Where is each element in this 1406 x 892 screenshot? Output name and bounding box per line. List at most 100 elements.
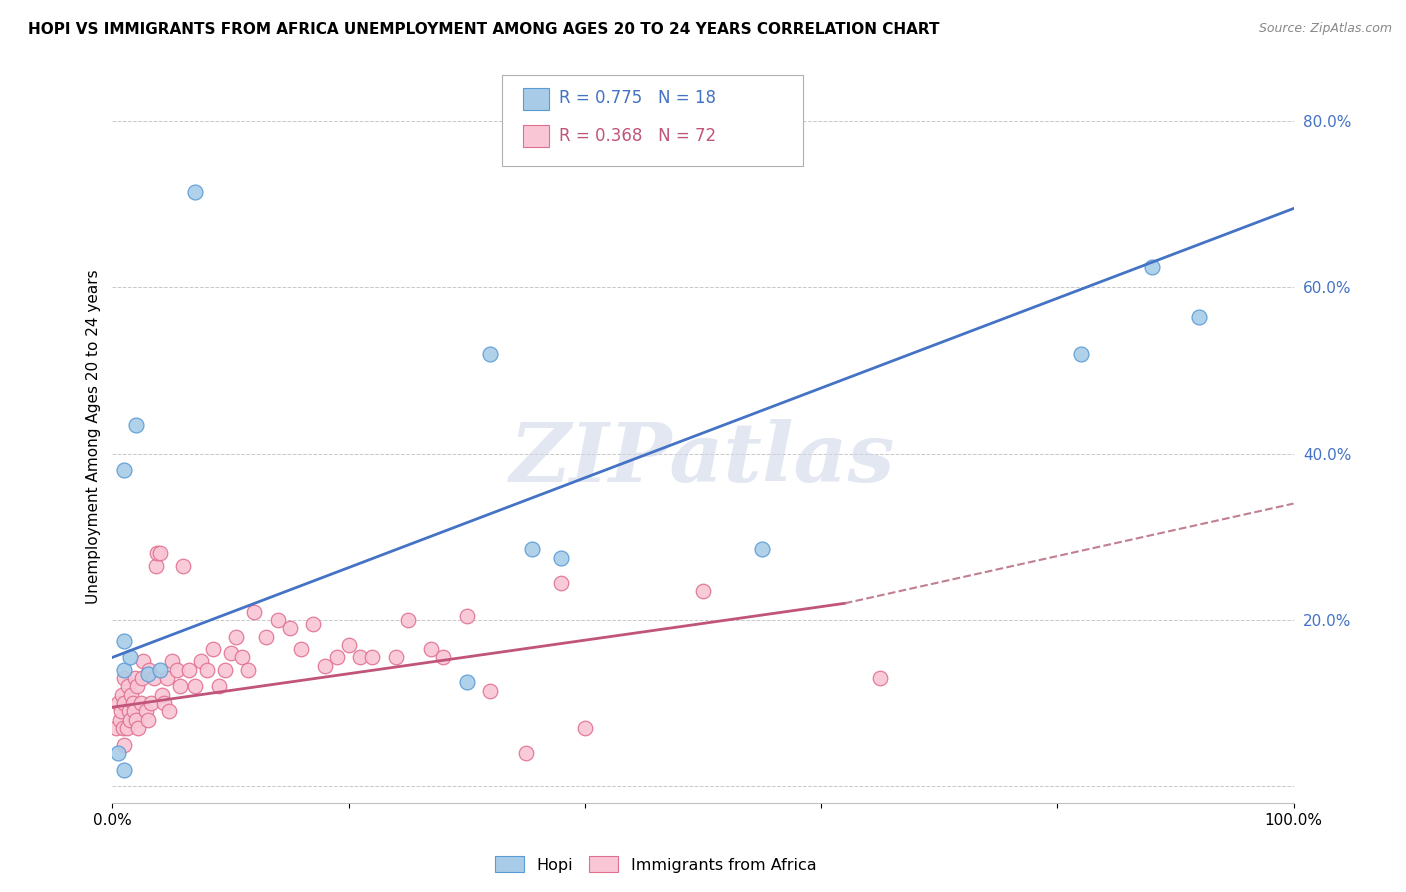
Point xyxy=(337,638,360,652)
Point xyxy=(112,721,135,735)
FancyBboxPatch shape xyxy=(523,126,550,147)
Point xyxy=(124,671,146,685)
Point xyxy=(267,613,290,627)
Point xyxy=(157,705,180,719)
Point xyxy=(125,713,148,727)
Point xyxy=(149,663,172,677)
Point xyxy=(515,746,537,760)
Point xyxy=(136,667,159,681)
Point xyxy=(145,558,167,573)
Point xyxy=(138,663,160,677)
Point xyxy=(208,680,231,694)
Point xyxy=(108,713,131,727)
Point xyxy=(190,655,212,669)
Point xyxy=(692,583,714,598)
Y-axis label: Unemployment Among Ages 20 to 24 years: Unemployment Among Ages 20 to 24 years xyxy=(86,269,101,605)
Point xyxy=(129,696,152,710)
Point xyxy=(225,630,247,644)
Point xyxy=(150,688,173,702)
Point xyxy=(184,680,207,694)
Point xyxy=(120,713,142,727)
Point xyxy=(136,713,159,727)
Point xyxy=(121,696,143,710)
Point xyxy=(135,705,157,719)
Point xyxy=(112,738,135,752)
Point xyxy=(112,463,135,477)
Point xyxy=(314,658,336,673)
Point xyxy=(302,617,325,632)
Point xyxy=(172,558,194,573)
Point xyxy=(432,650,454,665)
Text: Source: ZipAtlas.com: Source: ZipAtlas.com xyxy=(1258,22,1392,36)
Point xyxy=(1070,347,1092,361)
Point xyxy=(550,550,572,565)
Point xyxy=(117,680,139,694)
Point xyxy=(110,705,132,719)
Point xyxy=(112,663,135,677)
Point xyxy=(326,650,349,665)
Point xyxy=(254,630,277,644)
Point xyxy=(112,696,135,710)
Point xyxy=(278,621,301,635)
Point xyxy=(479,347,502,361)
Point xyxy=(142,671,165,685)
Point xyxy=(214,663,236,677)
Point xyxy=(751,542,773,557)
Point xyxy=(112,763,135,777)
Point xyxy=(195,663,218,677)
Point xyxy=(456,608,478,623)
Point xyxy=(141,696,163,710)
Point xyxy=(574,721,596,735)
Point xyxy=(131,671,153,685)
Point xyxy=(349,650,371,665)
Point xyxy=(146,546,169,560)
Point xyxy=(107,746,129,760)
Text: R = 0.775   N = 18: R = 0.775 N = 18 xyxy=(560,89,716,107)
Point xyxy=(479,683,502,698)
Point xyxy=(115,721,138,735)
Point xyxy=(132,655,155,669)
Point xyxy=(1140,260,1163,274)
Point xyxy=(396,613,419,627)
Text: ZIPatlas: ZIPatlas xyxy=(510,419,896,499)
FancyBboxPatch shape xyxy=(502,75,803,167)
Point xyxy=(149,546,172,560)
Point xyxy=(160,655,183,669)
Point xyxy=(127,680,149,694)
Text: HOPI VS IMMIGRANTS FROM AFRICA UNEMPLOYMENT AMONG AGES 20 TO 24 YEARS CORRELATIO: HOPI VS IMMIGRANTS FROM AFRICA UNEMPLOYM… xyxy=(28,22,939,37)
Point xyxy=(201,642,224,657)
Point xyxy=(120,650,142,665)
Point xyxy=(243,605,266,619)
Point xyxy=(184,185,207,199)
Legend: Hopi, Immigrants from Africa: Hopi, Immigrants from Africa xyxy=(489,850,823,879)
Point xyxy=(219,646,242,660)
Point xyxy=(122,705,145,719)
FancyBboxPatch shape xyxy=(523,88,550,110)
Point xyxy=(385,650,408,665)
Point xyxy=(520,542,543,557)
Point xyxy=(105,721,128,735)
Point xyxy=(179,663,201,677)
Point xyxy=(550,575,572,590)
Point xyxy=(238,663,260,677)
Point xyxy=(112,633,135,648)
Point xyxy=(420,642,443,657)
Point xyxy=(111,688,134,702)
Point xyxy=(107,696,129,710)
Point xyxy=(231,650,253,665)
Point xyxy=(127,721,149,735)
Point xyxy=(125,417,148,432)
Text: R = 0.368   N = 72: R = 0.368 N = 72 xyxy=(560,127,716,145)
Point xyxy=(1188,310,1211,324)
Point xyxy=(290,642,312,657)
Point xyxy=(120,688,142,702)
Point xyxy=(169,680,191,694)
Point xyxy=(118,705,141,719)
Point xyxy=(153,696,176,710)
Point xyxy=(361,650,384,665)
Point xyxy=(112,671,135,685)
Point xyxy=(166,663,188,677)
Point xyxy=(456,675,478,690)
Point xyxy=(156,671,179,685)
Point xyxy=(869,671,891,685)
